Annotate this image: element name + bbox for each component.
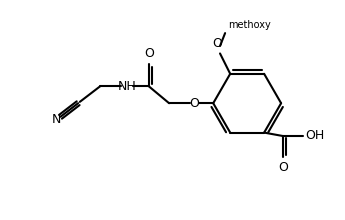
Text: OH: OH [305, 130, 324, 143]
Text: O: O [190, 97, 199, 110]
Text: NH: NH [117, 80, 136, 93]
Text: O: O [278, 161, 288, 174]
Text: N: N [52, 113, 61, 126]
Text: O: O [213, 37, 222, 50]
Text: methoxy: methoxy [228, 20, 271, 30]
Text: O: O [144, 47, 154, 60]
